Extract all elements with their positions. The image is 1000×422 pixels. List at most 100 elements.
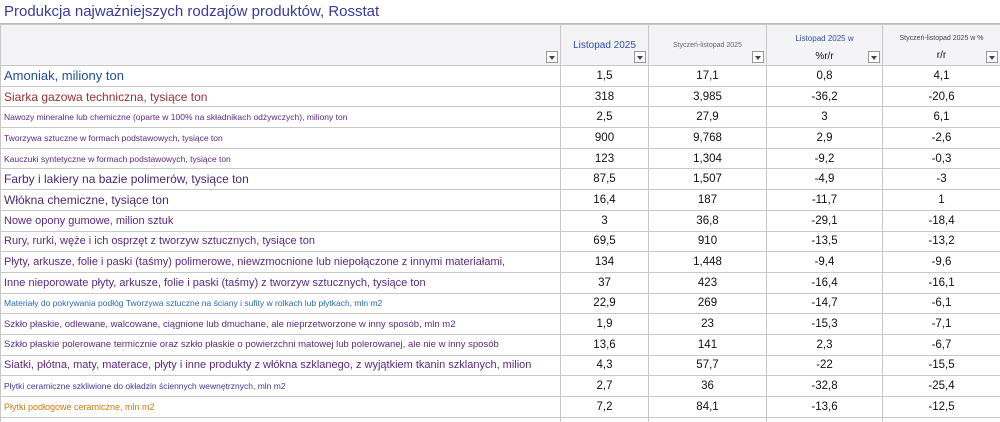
row-label: Nowe opony gumowe, milion sztuk [0,209,561,232]
row-label: Inne nieporowate płyty, arkusze, folie i… [0,271,561,294]
value-cell: -13,6 [766,396,883,418]
value-cell: 269 [648,292,767,315]
value-cell: 36 [648,375,767,397]
table-row: Tworzywa sztuczne w formach podstawowych… [0,127,1000,149]
row-label: Płyty, arkusze, folie i paski (taśmy) po… [0,251,561,273]
value-cell: 17,1 [648,65,767,87]
value-cell: -29,1 [766,209,883,232]
row-label: Płytki ceramiczne szkliwione do okładzin… [0,375,561,397]
table-row: Materiały do pokrywania podłóg Tworzywa … [0,292,1000,315]
row-label: Siatki, płótna, maty, materace, płyty i … [0,354,561,377]
value-cell: 2,5 [560,106,649,129]
filter-button[interactable] [546,51,558,63]
table-body: Amoniak, miliony ton 1,5 17,1 0,8 4,1 Siarka … [0,65,1000,422]
table-row: Inne nieporowate płyty, arkusze, folie i… [0,271,1000,294]
header-subtext: r/r [936,50,947,61]
filter-button[interactable] [634,51,646,63]
value-cell: 9,768 [648,127,767,149]
header-row: Listopad 2025 Styczeń-listopad 2025 Listop… [0,24,1000,66]
value-cell: -6,7 [882,333,1000,356]
row-label: Szkło płaskie polerowane termicznie oraz… [0,333,561,356]
value-cell: 423 [648,271,767,294]
value-cell: 1,507 [648,168,767,191]
value-cell: -9,4 [766,251,883,273]
row-label: Amoniak, miliony ton [0,65,561,87]
filter-button[interactable] [986,51,998,63]
value-cell: 318 [560,85,649,108]
header-cell [0,24,561,66]
header-text: Styczeń-listopad 2025 w % [899,35,984,42]
header-cell: Listopad 2025 [560,24,649,66]
header-text: Styczeń-listopad 2025 [673,41,742,49]
row-label: Tworzywa sztuczne w formach podstawowych… [0,127,561,149]
value-cell: 0,6 [560,416,649,422]
value-cell: -13,2 [882,230,1000,253]
value-cell: 8 [648,416,767,422]
value-cell: 84,1 [648,396,767,418]
value-cell: 1,9 [560,313,649,335]
header-text: Listopad 2025 w [795,34,854,43]
filter-button[interactable] [752,51,764,63]
table-row: Kauczuki syntetyczne w formach podstawow… [0,147,1000,170]
value-cell: -15,5 [882,354,1000,377]
table-row: Ceramiczne płyty elewacyjne i dywany z n… [0,416,1000,422]
value-cell: -24,7 [766,416,883,422]
value-cell: 3,985 [648,85,767,108]
value-cell: 1,5 [560,65,649,87]
table-row: Siarka gazowa techniczna, tysiące ton 318… [0,85,1000,108]
value-cell: 7,2 [560,396,649,418]
value-cell: -14,7 [766,292,883,315]
value-cell: 134 [560,251,649,273]
value-cell: 6,1 [882,106,1000,129]
value-cell: 123 [560,147,649,170]
header-subtext: %r/r [815,51,834,62]
table-row: Amoniak, miliony ton 1,5 17,1 0,8 4,1 [0,65,1000,87]
value-cell: 22,9 [560,292,649,315]
table-row: Farby i lakiery na bazie polimerów, tysi… [0,168,1000,191]
table-row: Nawozy mineralne lub chemiczne (oparte w… [0,106,1000,129]
value-cell: -16,1 [882,271,1000,294]
value-cell: 2,7 [560,375,649,397]
value-cell: -36,2 [766,85,883,108]
value-cell: -15,3 [766,313,883,335]
table-row: Nowe opony gumowe, milion sztuk 3 36,8 -29,… [0,209,1000,232]
table-row: Włókna chemiczne, tysiące ton 16,4 187 -11,… [0,189,1000,211]
value-cell: 1 [882,189,1000,211]
value-cell: 900 [560,127,649,149]
header-text: Listopad 2025 [573,39,636,51]
value-cell: -2,6 [882,127,1000,149]
value-cell: 1,448 [648,251,767,273]
value-cell: -25,4 [882,375,1000,397]
header-cell: Listopad 2025 w %r/r [766,24,883,66]
table-row: Płytki ceramiczne szkliwione do okładzin… [0,375,1000,397]
value-cell: -8 [882,416,1000,422]
table-row: Siatki, płótna, maty, materace, płyty i … [0,354,1000,377]
value-cell: -11,7 [766,189,883,211]
value-cell: -20,6 [882,85,1000,108]
table-row: Rury, rurki, węże i ich osprzęt z tworzy… [0,230,1000,253]
value-cell: 141 [648,333,767,356]
value-cell: -6,1 [882,292,1000,315]
value-cell: 187 [648,189,767,211]
value-cell: -32,8 [766,375,883,397]
sheet-title: Produkcja najważniejszych rodzajów produ… [0,0,1000,24]
value-cell: 16,4 [560,189,649,211]
table-row: Płytki podłogowe ceramiczne, mln m2 7,2 84… [0,396,1000,418]
data-table: Listopad 2025 Styczeń-listopad 2025 Listop… [0,24,1000,422]
value-cell: 3 [560,209,649,232]
value-cell: 4,3 [560,354,649,377]
filter-button[interactable] [868,51,880,63]
value-cell: 87,5 [560,168,649,191]
value-cell: -13,5 [766,230,883,253]
row-label: Płytki podłogowe ceramiczne, mln m2 [0,396,561,418]
table-row: Szkło płaskie polerowane termicznie oraz… [0,333,1000,356]
value-cell: 23 [648,313,767,335]
value-cell: 36,8 [648,209,767,232]
table-row: Płyty, arkusze, folie i paski (taśmy) po… [0,251,1000,273]
header-cell: Styczeń-listopad 2025 [648,24,767,66]
value-cell: 27,9 [648,106,767,129]
value-cell: -4,9 [766,168,883,191]
value-cell: -16,4 [766,271,883,294]
value-cell: 69,5 [560,230,649,253]
